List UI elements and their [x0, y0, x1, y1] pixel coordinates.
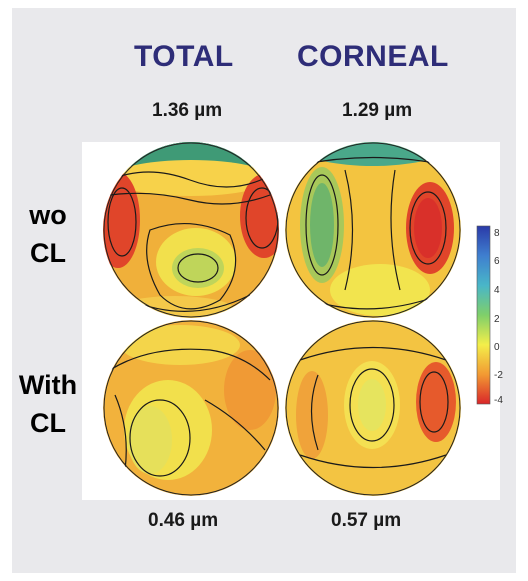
colorbar — [476, 225, 491, 405]
colorbar-tick: 0 — [494, 342, 500, 353]
map-total-without-cl — [103, 142, 279, 318]
map-total-with-cl — [103, 320, 279, 496]
row-label-with-cl: With CL — [4, 366, 92, 442]
colorbar-tick: 6 — [494, 256, 500, 267]
column-title-total: TOTAL — [134, 40, 234, 73]
colorbar-tick: -2 — [494, 370, 503, 381]
map-corneal-without-cl — [285, 142, 461, 318]
column-title-corneal: CORNEAL — [297, 40, 449, 73]
colorbar-tick: 4 — [494, 285, 500, 296]
colorbar-tick: 2 — [494, 314, 500, 325]
row-label-with-line2: CL — [30, 408, 66, 438]
map-corneal-with-cl — [285, 320, 461, 496]
row-label-without-line1: wo — [29, 200, 67, 230]
row-label-without-line2: CL — [30, 238, 66, 268]
row-label-with-line1: With — [18, 370, 78, 400]
colorbar-tick: -4 — [494, 395, 503, 406]
rms-total-without-cl: 1.36 µm — [152, 100, 223, 121]
rms-total-with-cl: 0.46 µm — [148, 510, 219, 531]
row-label-without-cl: wo CL — [4, 196, 92, 272]
rms-corneal-with-cl: 0.57 µm — [331, 510, 402, 531]
rms-corneal-without-cl: 1.29 µm — [342, 100, 413, 121]
colorbar-tick: 8 — [494, 228, 500, 239]
